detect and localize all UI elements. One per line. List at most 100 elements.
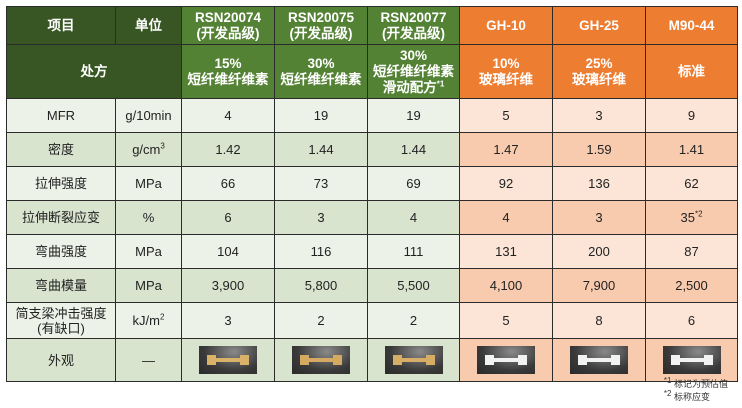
- product-name: RSN20074 (开发品级): [181, 6, 275, 45]
- row-label-text: 密度: [47, 142, 74, 157]
- value-text: 104: [217, 244, 239, 259]
- value-text: 5: [502, 108, 510, 123]
- footnotes: *1 标记为预估值 *2 标称应变: [663, 377, 728, 404]
- value-cell: 4: [181, 98, 275, 133]
- row-unit: kJ/m2: [115, 302, 182, 339]
- value-cell: 5,500: [367, 268, 460, 303]
- value-text: 3: [224, 313, 232, 328]
- value-cell: 4: [459, 200, 553, 235]
- value-text: 200: [588, 244, 610, 259]
- value-text: 19: [313, 108, 329, 123]
- value-text: 8: [595, 313, 603, 328]
- row-unit: g/cm3: [115, 132, 182, 167]
- product-name-label: RSN20077: [380, 9, 447, 25]
- footnote: *1 标记为预估值: [664, 377, 728, 391]
- table-row: 简支梁冲击强度 (有缺口) kJ/m2 3 2 2 5 8 6: [6, 302, 738, 339]
- value-text: 87: [684, 244, 699, 259]
- value-cell: 5: [459, 98, 553, 133]
- value-text: 92: [498, 176, 514, 191]
- unit-sup: 3: [160, 141, 165, 151]
- row-label: 弯曲强度: [6, 234, 116, 269]
- value-cell: 5,800: [274, 268, 368, 303]
- row-label: 拉伸断裂应变: [6, 200, 116, 235]
- sample-photo: [477, 346, 535, 374]
- value-cell: 3: [552, 98, 646, 133]
- sample-image-cell: [552, 338, 646, 382]
- product-percent: 15%: [214, 55, 242, 71]
- product-desc: 玻璃纤维: [479, 71, 533, 87]
- product-name-label: GH-25: [579, 17, 619, 33]
- header-formula: 处方: [6, 44, 182, 99]
- product-formula: 30% 短纤维纤维素 滑动配方*1: [367, 44, 460, 99]
- row-label: 拉伸强度: [6, 166, 116, 201]
- value-text: 1.44: [308, 142, 334, 157]
- value-cell: 2: [367, 302, 460, 339]
- value-text: 136: [588, 176, 610, 191]
- value-cell: 19: [274, 98, 368, 133]
- value-cell: 3: [181, 302, 275, 339]
- row-label-text: 弯曲强度: [34, 244, 87, 259]
- value-text: 3: [317, 210, 325, 225]
- value-cell: 3: [274, 200, 368, 235]
- value-text: 5,500: [397, 278, 430, 293]
- product-name-label: RSN20075: [287, 9, 355, 25]
- value-cell: 2: [274, 302, 368, 339]
- value-cell: 4: [367, 200, 460, 235]
- product-name: M90-44: [645, 6, 738, 45]
- product-name: RSN20077 (开发品级): [367, 6, 460, 45]
- footnote-mark: *2: [694, 209, 703, 219]
- header-unit: 单位: [115, 6, 182, 45]
- value-text: 3: [595, 210, 603, 225]
- sample-image-cell: [459, 338, 553, 382]
- value-cell: 104: [181, 234, 275, 269]
- value-text: 4,100: [489, 278, 523, 293]
- sample-photo: [384, 346, 443, 374]
- row-unit: —: [115, 338, 182, 382]
- product-formula: 30% 短纤维纤维素: [274, 44, 368, 99]
- value-cell: 1.44: [274, 132, 368, 167]
- header-unit-label: 单位: [135, 17, 162, 33]
- value-cell: 69: [367, 166, 460, 201]
- value-text: 131: [495, 244, 517, 259]
- value-cell: 19: [367, 98, 460, 133]
- product-name-label: GH-10: [486, 17, 526, 33]
- product-desc2: 滑动配方: [382, 79, 437, 95]
- row-label: 弯曲模量: [6, 268, 116, 303]
- unit-text: MPa: [135, 244, 162, 259]
- unit-text: g/10min: [125, 108, 172, 123]
- sample-image-cell: [367, 338, 460, 382]
- value-cell: 136: [552, 166, 646, 201]
- row-label: MFR: [6, 98, 116, 133]
- value-text: 5,800: [304, 278, 338, 293]
- formula-label: 处方: [80, 63, 108, 79]
- sample-photo: [570, 346, 628, 374]
- value-text: 73: [313, 176, 329, 191]
- value-cell: 8: [552, 302, 646, 339]
- table-row: MFR g/10min 4 19 19 5 3 9: [6, 98, 738, 133]
- sample-photo: [662, 346, 721, 374]
- value-text: 2: [317, 313, 325, 328]
- value-cell: 1.44: [367, 132, 460, 167]
- value-cell: 1.42: [181, 132, 275, 167]
- unit-text: MPa: [135, 176, 162, 191]
- table-row: 拉伸断裂应变% 6 3 4 4 3 35*2: [6, 200, 738, 235]
- value-cell: 3,900: [181, 268, 275, 303]
- footnote-mark: *2: [663, 389, 672, 398]
- value-text: 4: [409, 210, 418, 225]
- value-text: 6: [687, 313, 696, 328]
- table-row: 拉伸强度 MPa 66 73 69 92 136 62: [6, 166, 738, 201]
- unit-text: %: [142, 210, 155, 225]
- value-cell: 6: [645, 302, 738, 339]
- header-item: 项目: [6, 6, 116, 45]
- row-label-text: MFR: [46, 108, 76, 123]
- sample-image-cell: [181, 338, 275, 382]
- product-percent: 25%: [585, 55, 613, 71]
- row-label-text: 弯曲模量: [34, 278, 87, 293]
- product-percent: 10%: [492, 55, 520, 71]
- value-cell: 1.47: [459, 132, 553, 167]
- value-cell: 116: [274, 234, 368, 269]
- value-cell: 5: [459, 302, 553, 339]
- product-name-label: M90-44: [668, 17, 715, 33]
- row-label-text2: (有缺口): [37, 320, 85, 336]
- sample-image-cell: [274, 338, 368, 382]
